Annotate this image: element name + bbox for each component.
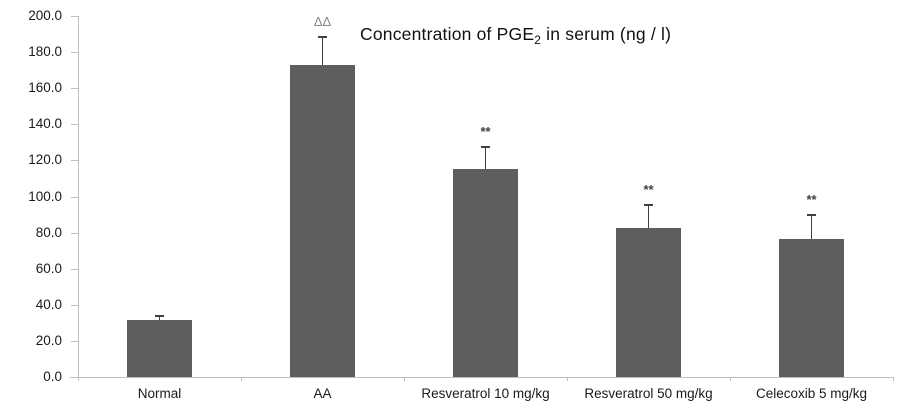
y-tick-label: 180.0	[28, 44, 62, 60]
y-tick	[71, 16, 78, 17]
significance-annotation: **	[480, 123, 491, 139]
x-tick	[567, 377, 568, 381]
error-bar-line	[159, 314, 160, 321]
error-bar-line	[322, 35, 323, 65]
chart-title-suffix: in serum (ng / l)	[541, 24, 672, 44]
x-tick	[78, 377, 79, 381]
y-tick	[71, 340, 78, 342]
bar	[453, 168, 518, 377]
x-axis-label: Resveratrol 10 mg/kg	[421, 386, 550, 401]
significance-annotation: **	[806, 191, 817, 207]
error-bar-line	[811, 213, 812, 239]
x-tick	[241, 377, 242, 381]
y-tick	[71, 377, 78, 378]
y-tick-label: 0.0	[43, 369, 62, 384]
x-tick	[730, 377, 731, 381]
y-tick	[71, 124, 78, 126]
y-tick-label: 60.0	[35, 260, 62, 276]
bar	[290, 64, 355, 377]
chart-title-subscript: 2	[534, 33, 542, 47]
bar	[616, 228, 681, 377]
error-bar-cap	[155, 314, 164, 317]
error-bar-line	[648, 203, 649, 229]
y-tick	[71, 196, 78, 198]
x-axis-label: Celecoxib 5 mg/kg	[755, 386, 868, 401]
x-axis-label: AA	[313, 386, 332, 401]
chart-title: Concentration of PGE2 in serum (ng / l)	[360, 24, 671, 47]
y-tick	[71, 160, 78, 162]
significance-annotation: **	[643, 181, 654, 197]
y-tick	[71, 232, 78, 234]
y-tick-label: 160.0	[28, 80, 62, 96]
x-axis-line	[70, 377, 894, 378]
error-bar-cap	[807, 213, 816, 216]
y-tick	[71, 304, 78, 306]
y-tick-label: 80.0	[35, 224, 62, 240]
y-tick-label: 20.0	[35, 332, 62, 348]
error-bar-cap	[644, 203, 653, 206]
y-tick-label: 200.0	[28, 8, 62, 23]
y-tick-label: 100.0	[28, 188, 62, 204]
x-tick	[404, 377, 405, 381]
y-tick-label: 140.0	[28, 116, 62, 132]
error-bar-line	[485, 145, 486, 169]
error-bar-cap	[318, 35, 327, 38]
x-axis-label: Normal	[137, 386, 182, 401]
y-tick	[71, 52, 78, 54]
y-tick-label: 40.0	[35, 296, 62, 312]
bar	[779, 238, 844, 377]
y-tick	[71, 268, 78, 270]
x-axis-label: Resveratrol 50 mg/kg	[584, 386, 713, 401]
y-tick-label: 120.0	[28, 152, 62, 168]
chart-title-prefix: Concentration of PGE	[360, 24, 535, 44]
error-bar-cap	[481, 145, 490, 148]
bar	[127, 320, 192, 377]
significance-annotation: ΔΔ	[313, 13, 332, 29]
y-tick	[71, 88, 78, 90]
x-tick	[893, 377, 894, 381]
y-axis-line	[78, 16, 79, 377]
